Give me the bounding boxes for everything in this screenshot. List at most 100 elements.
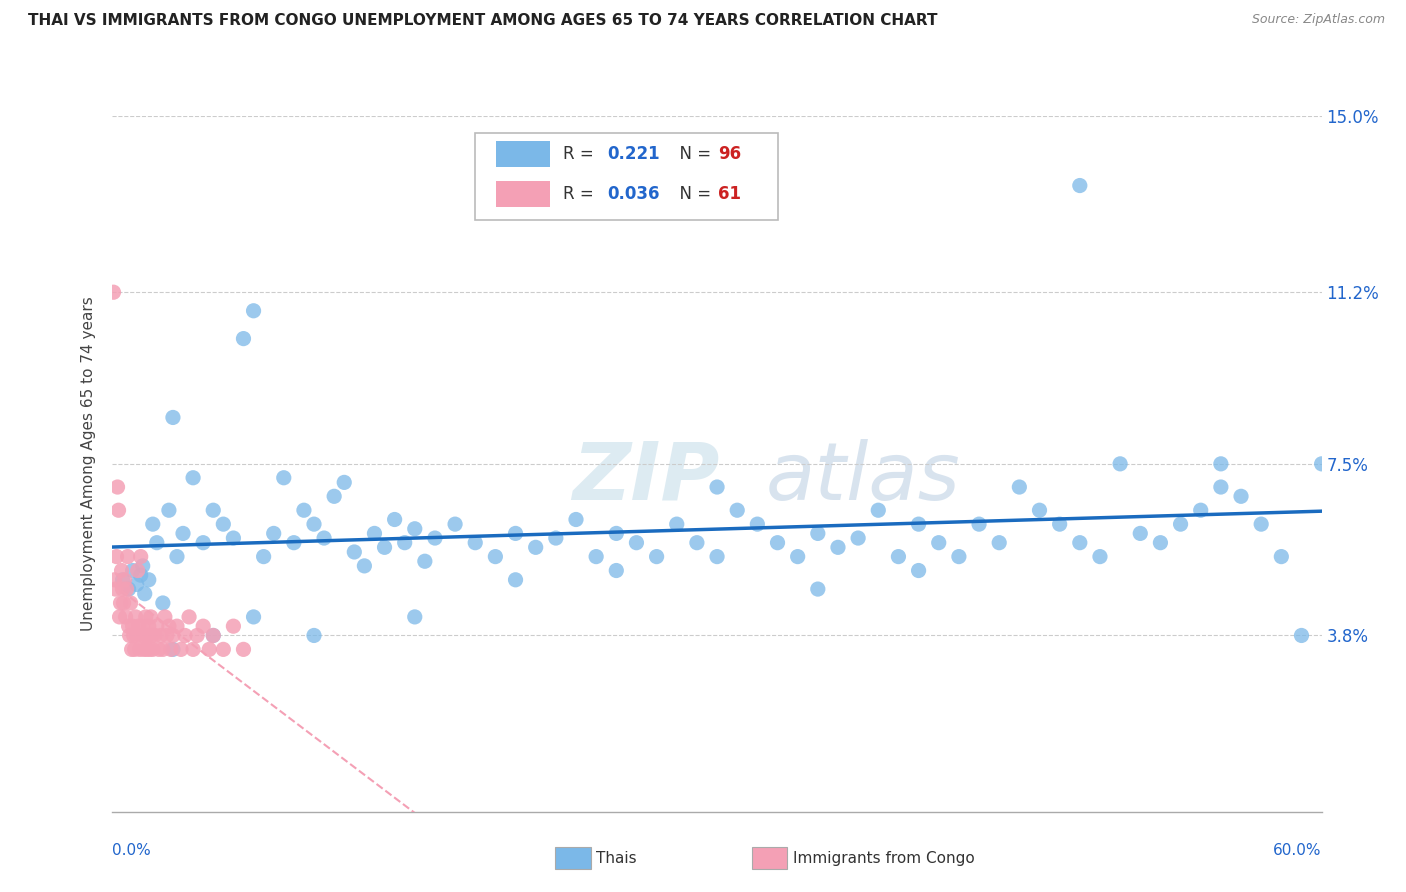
Point bbox=[135, 610, 157, 624]
Point bbox=[312, 531, 335, 545]
Point bbox=[181, 471, 204, 485]
Point bbox=[117, 582, 139, 596]
Point bbox=[1189, 503, 1212, 517]
Point bbox=[394, 535, 416, 549]
Point bbox=[212, 517, 235, 532]
Point bbox=[202, 628, 225, 642]
Point bbox=[1069, 535, 1091, 549]
Text: THAI VS IMMIGRANTS FROM CONGO UNEMPLOYMENT AMONG AGES 65 TO 74 YEARS CORRELATION: THAI VS IMMIGRANTS FROM CONGO UNEMPLOYME… bbox=[28, 13, 938, 29]
Point bbox=[343, 545, 366, 559]
Point bbox=[1129, 526, 1152, 541]
Text: N =: N = bbox=[669, 185, 716, 203]
Point bbox=[166, 549, 188, 564]
Point bbox=[1291, 628, 1313, 642]
Point bbox=[1028, 503, 1050, 517]
Point bbox=[146, 535, 169, 549]
Point bbox=[786, 549, 808, 564]
Text: N =: N = bbox=[669, 145, 716, 163]
Point bbox=[162, 642, 184, 657]
Point bbox=[283, 535, 305, 549]
Point bbox=[152, 596, 174, 610]
Bar bbox=[496, 141, 550, 167]
Point bbox=[125, 577, 148, 591]
Point bbox=[104, 582, 127, 596]
Point bbox=[149, 628, 172, 642]
Point bbox=[139, 642, 162, 657]
Point bbox=[1109, 457, 1132, 471]
Point bbox=[103, 573, 125, 587]
Point bbox=[110, 596, 132, 610]
Point bbox=[263, 526, 285, 541]
Point bbox=[1170, 517, 1192, 532]
Bar bbox=[496, 181, 550, 207]
Point bbox=[108, 610, 131, 624]
Point bbox=[152, 642, 174, 657]
Point bbox=[117, 549, 139, 564]
Text: 0.0%: 0.0% bbox=[112, 843, 152, 858]
Point bbox=[143, 628, 166, 642]
Point bbox=[166, 619, 188, 633]
Point bbox=[115, 582, 138, 596]
Point bbox=[202, 628, 225, 642]
Point bbox=[212, 642, 235, 657]
Point bbox=[128, 642, 150, 657]
Point bbox=[136, 628, 159, 642]
Point bbox=[107, 480, 129, 494]
Point bbox=[121, 564, 143, 578]
Point bbox=[157, 503, 180, 517]
Point bbox=[129, 568, 152, 582]
Point bbox=[907, 564, 929, 578]
Point bbox=[1250, 517, 1272, 532]
Point bbox=[1209, 457, 1232, 471]
Text: 61: 61 bbox=[718, 185, 741, 203]
Point bbox=[232, 642, 254, 657]
Point bbox=[887, 549, 910, 564]
Point bbox=[170, 642, 193, 657]
Point bbox=[363, 526, 385, 541]
Point bbox=[333, 475, 356, 490]
Point bbox=[202, 503, 225, 517]
Text: Thais: Thais bbox=[596, 851, 637, 865]
Point bbox=[907, 517, 929, 532]
Point bbox=[153, 610, 176, 624]
Point bbox=[105, 549, 128, 564]
Point bbox=[1008, 480, 1031, 494]
Point bbox=[384, 512, 406, 526]
Point bbox=[292, 503, 315, 517]
Point bbox=[645, 549, 668, 564]
Point bbox=[323, 489, 346, 503]
Point bbox=[111, 582, 134, 596]
Point bbox=[807, 582, 830, 596]
Point bbox=[605, 564, 627, 578]
Text: 96: 96 bbox=[718, 145, 741, 163]
Point bbox=[725, 503, 748, 517]
Point bbox=[413, 554, 436, 568]
Point bbox=[484, 549, 506, 564]
Point bbox=[353, 558, 375, 573]
Point bbox=[1069, 178, 1091, 193]
Point bbox=[129, 549, 152, 564]
Point bbox=[124, 610, 146, 624]
Point bbox=[222, 619, 245, 633]
Text: 0.036: 0.036 bbox=[607, 185, 659, 203]
Point bbox=[142, 642, 165, 657]
Point bbox=[121, 642, 143, 657]
Point bbox=[120, 596, 142, 610]
Text: ZIP: ZIP bbox=[572, 439, 720, 516]
Point bbox=[404, 610, 426, 624]
Point bbox=[665, 517, 688, 532]
Point bbox=[1310, 457, 1333, 471]
Point bbox=[191, 619, 215, 633]
Point bbox=[423, 531, 446, 545]
Point bbox=[605, 526, 627, 541]
Text: Immigrants from Congo: Immigrants from Congo bbox=[793, 851, 974, 865]
Point bbox=[988, 535, 1011, 549]
Point bbox=[1088, 549, 1111, 564]
Point bbox=[162, 410, 184, 425]
Point bbox=[118, 628, 141, 642]
Point bbox=[134, 587, 156, 601]
Point bbox=[111, 573, 134, 587]
Point bbox=[132, 558, 155, 573]
Point bbox=[132, 642, 155, 657]
Point bbox=[846, 531, 869, 545]
